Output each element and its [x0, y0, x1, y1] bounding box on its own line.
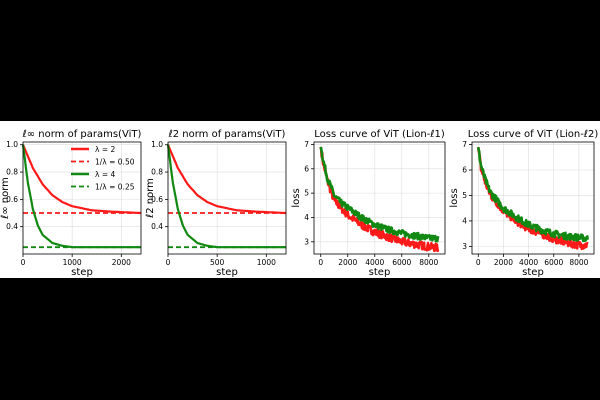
chart3-xtick-label: 6000 — [392, 258, 411, 267]
chart1-legend-label: 1/λ = 0.25 — [95, 183, 135, 192]
chart2-ytick-label: 0.4 — [151, 222, 163, 231]
chart3-ylabel: loss — [291, 188, 302, 207]
chart4-xtick-label: 2000 — [494, 258, 513, 267]
chart4-xlabel: step — [522, 267, 544, 278]
chart4-xtick-label: 4000 — [519, 258, 538, 267]
chart3-series-2 — [319, 146, 440, 243]
chart2-axes-frame — [167, 141, 287, 255]
chart1-series-1 — [21, 144, 142, 215]
chart1-ytick-label: 0.6 — [6, 195, 18, 204]
chart1-ytick-label: 0.8 — [6, 168, 18, 177]
chart3-xtick-label: 4000 — [365, 258, 384, 267]
chart2-ylabel: ℓ2 norm — [145, 178, 156, 218]
chart1-xlabel: step — [71, 267, 93, 278]
chart3-series-1 — [319, 146, 440, 253]
chart2-series-3 — [166, 144, 287, 249]
chart3-axes-frame — [313, 141, 446, 255]
chart1-xtick-label: 0 — [21, 258, 26, 267]
chart3-xtick-label: 8000 — [419, 258, 438, 267]
chart3-ytick-label: 4 — [304, 213, 309, 222]
chart4-ytick-label: 6 — [462, 166, 467, 175]
chart3-xlabel: step — [369, 267, 391, 278]
chart2-series-1 — [166, 144, 287, 215]
chart4-xtick-label: 0 — [476, 258, 481, 267]
chart4-axes-frame — [471, 141, 595, 255]
chart2-ytick-label: 0.8 — [151, 168, 163, 177]
chart3-ytick-label: 5 — [304, 189, 309, 198]
chart3-ytick-label: 3 — [304, 237, 309, 246]
chart1-xtick-label: 1000 — [63, 258, 82, 267]
chart4-title: Loss curve of ViT (Lion-ℓ2) — [468, 129, 599, 140]
chart4-xtick-label: 8000 — [569, 258, 588, 267]
chart4-xtick-label: 6000 — [544, 258, 563, 267]
figure-svg: 0 1000 2000 0.4 0.6 0.8 1.0 ℓ∞ norm of params(V… — [0, 129, 599, 278]
chart1-legend-label: 1/λ = 0.50 — [95, 158, 135, 167]
chart4-ylabel: loss — [449, 188, 460, 207]
chart4-ytick-label: 4 — [462, 216, 467, 225]
chart2-xtick-label: 1000 — [257, 258, 276, 267]
chart4-ytick-label: 3 — [462, 242, 467, 251]
chart4-ytick-label: 5 — [462, 191, 467, 200]
chart4-series-2 — [477, 146, 589, 243]
chart3-ytick-label: 6 — [304, 164, 309, 173]
chart2-ytick-label: 1.0 — [151, 140, 163, 149]
chart2-xlabel: step — [216, 267, 238, 278]
chart1-xtick-label: 2000 — [112, 258, 131, 267]
chart4-ytick-label: 7 — [462, 140, 467, 149]
chart2-title: ℓ2 norm of params(ViT) — [169, 129, 286, 140]
chart1-ylabel: ℓ∞ norm — [0, 177, 11, 219]
chart1-ytick-label: 0.4 — [6, 222, 18, 231]
chart1-axes-frame — [22, 141, 142, 255]
chart3-ytick-label: 7 — [304, 140, 309, 149]
chart1-legend-label: λ = 2 — [95, 145, 115, 154]
chart1-title: ℓ∞ norm of params(ViT) — [23, 129, 142, 140]
chart2-ytick-label: 0.6 — [151, 195, 163, 204]
figure-panel: 0 1000 2000 0.4 0.6 0.8 1.0 ℓ∞ norm of params(V… — [0, 121, 600, 278]
chart1-ytick-label: 1.0 — [6, 140, 18, 149]
chart2-xtick-label: 500 — [210, 258, 225, 267]
chart3-xtick-label: 0 — [318, 258, 323, 267]
chart1-legend-label: λ = 4 — [95, 170, 115, 179]
chart3-title: Loss curve of ViT (Lion-ℓ1) — [314, 129, 445, 140]
chart3-xtick-label: 2000 — [338, 258, 357, 267]
chart2-xtick-label: 0 — [166, 258, 171, 267]
